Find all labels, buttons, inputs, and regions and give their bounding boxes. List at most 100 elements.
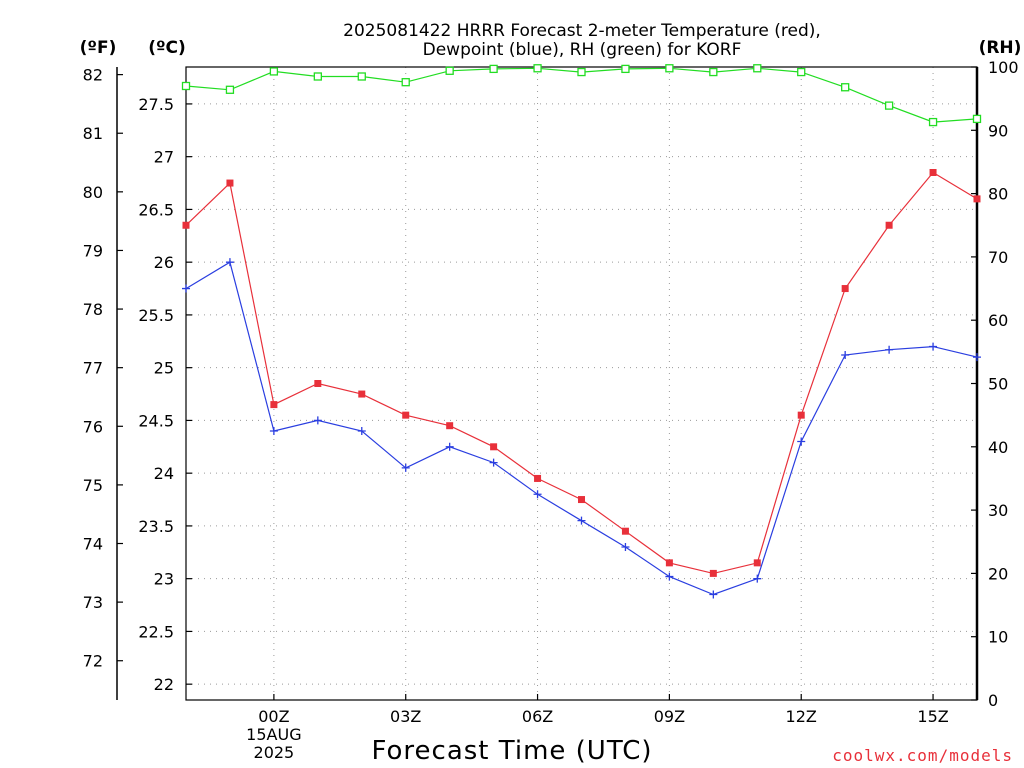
celsius-tick-label: 27 bbox=[154, 148, 174, 167]
temperature-point bbox=[665, 559, 673, 567]
rh-unit-label: (RH) bbox=[979, 38, 1022, 58]
temperature-point bbox=[797, 411, 805, 419]
temperature-point bbox=[534, 474, 542, 482]
rh-tick-label: 90 bbox=[988, 121, 1008, 140]
celsius-tick-label: 26 bbox=[154, 253, 174, 272]
temperature-point bbox=[973, 195, 981, 203]
dewpoint-point bbox=[269, 426, 278, 435]
temperature-point bbox=[226, 179, 234, 187]
fahrenheit-tick-label: 80 bbox=[83, 183, 103, 202]
plot-frame bbox=[185, 66, 978, 701]
rh-point bbox=[313, 72, 322, 81]
rh-point bbox=[577, 67, 586, 77]
rh-tick-label: 30 bbox=[988, 501, 1008, 520]
dewpoint-point bbox=[489, 458, 498, 467]
rh-tick-label: 20 bbox=[988, 564, 1008, 583]
dewpoint-point bbox=[313, 416, 322, 425]
dewpoint-point bbox=[885, 345, 894, 354]
rh-point bbox=[928, 117, 938, 127]
rh-point bbox=[225, 85, 235, 94]
temperature-point bbox=[578, 496, 585, 504]
rh-tick-label: 50 bbox=[988, 375, 1008, 394]
x-tick-label: 06Z bbox=[522, 707, 553, 726]
chart-text: 2025081422 HRRR Forecast 2-meter Tempera… bbox=[80, 21, 1022, 766]
dewpoint-point bbox=[973, 353, 981, 362]
temperature-point bbox=[885, 221, 893, 229]
dewpoint-point bbox=[225, 258, 234, 267]
rh-point bbox=[445, 66, 454, 75]
x-tick-label: 03Z bbox=[390, 707, 421, 726]
temperature-point bbox=[446, 422, 454, 430]
x-axis-label: Forecast Time (UTC) bbox=[371, 736, 652, 766]
rh-point bbox=[665, 64, 674, 73]
fahrenheit-tick-label: 76 bbox=[83, 417, 103, 436]
x-tick-label: 2025 bbox=[254, 743, 295, 762]
rh-point bbox=[709, 67, 718, 77]
fahrenheit-tick-label: 79 bbox=[83, 241, 103, 260]
rh-point bbox=[797, 67, 806, 77]
dewpoint-point bbox=[401, 463, 410, 472]
dewpoint-point bbox=[577, 516, 586, 525]
fahrenheit-tick-label: 77 bbox=[83, 359, 103, 378]
x-tick-label: 15Z bbox=[917, 707, 948, 726]
rh-tick-label: 60 bbox=[988, 311, 1008, 330]
rh-point bbox=[621, 64, 630, 74]
temperature-point bbox=[709, 569, 717, 577]
temperature-point bbox=[182, 221, 190, 229]
rh-tick-label: 0 bbox=[988, 691, 998, 710]
chart-title-line-1: 2025081422 HRRR Forecast 2-meter Tempera… bbox=[343, 21, 821, 41]
temperature-series-line bbox=[185, 171, 978, 575]
celsius-tick-label: 25.5 bbox=[138, 306, 174, 325]
dewpoint-point bbox=[445, 442, 454, 451]
celsius-tick-label: 23.5 bbox=[138, 517, 174, 536]
x-tick-label: 15AUG bbox=[246, 725, 301, 744]
temperature-point bbox=[753, 559, 761, 567]
celsius-tick-label: 26.5 bbox=[138, 200, 174, 219]
chart-title-line-2: Dewpoint (blue), RH (green) for KORF bbox=[423, 40, 742, 60]
axes: 72 73 74 75 76 77 78 79 80 81 82 22 22.5 23 23.5 24 24.5… bbox=[83, 58, 1019, 762]
dewpoint-point bbox=[621, 543, 630, 552]
rh-series-line bbox=[185, 67, 978, 123]
fahrenheit-tick-label: 78 bbox=[83, 300, 103, 319]
rh-point bbox=[841, 83, 850, 92]
fahrenheit-tick-label: 73 bbox=[83, 593, 103, 612]
temperature-point bbox=[621, 527, 629, 535]
x-tick-label: 12Z bbox=[786, 707, 817, 726]
dewpoint-series-line bbox=[185, 261, 978, 596]
dewpoint-point bbox=[182, 284, 190, 293]
dewpoint-point bbox=[709, 590, 718, 599]
fahrenheit-tick-label: 74 bbox=[83, 535, 103, 554]
celsius-tick-label: 24 bbox=[154, 464, 174, 483]
rh-point bbox=[533, 64, 542, 73]
rh-point bbox=[269, 67, 279, 76]
rh-tick-label: 10 bbox=[988, 628, 1008, 647]
temperature-point bbox=[314, 380, 322, 387]
celsius-tick-label: 22 bbox=[154, 675, 174, 694]
rh-point bbox=[181, 81, 191, 91]
celsius-unit-label: (ºC) bbox=[148, 38, 186, 58]
celsius-tick-label: 27.5 bbox=[138, 95, 174, 114]
temperature-point bbox=[841, 285, 849, 293]
temperature-point bbox=[270, 401, 278, 409]
rh-point bbox=[401, 78, 410, 87]
fahrenheit-unit-label: (ºF) bbox=[80, 38, 117, 58]
celsius-tick-label: 24.5 bbox=[138, 411, 174, 430]
dewpoint-point bbox=[357, 426, 366, 435]
fahrenheit-tick-label: 82 bbox=[83, 66, 103, 85]
series-lines bbox=[181, 64, 982, 599]
rh-point bbox=[489, 64, 498, 74]
celsius-tick-label: 25 bbox=[154, 359, 174, 378]
rh-tick-label: 40 bbox=[988, 438, 1008, 457]
rh-tick-label: 70 bbox=[988, 248, 1008, 267]
x-tick-label: 00Z bbox=[258, 707, 289, 726]
x-tick-label: 09Z bbox=[654, 707, 685, 726]
dewpoint-point bbox=[929, 342, 938, 351]
rh-point bbox=[753, 64, 762, 73]
dewpoint-point bbox=[841, 351, 850, 360]
dewpoint-point bbox=[665, 572, 674, 581]
rh-tick-label: 80 bbox=[988, 185, 1008, 204]
temperature-point bbox=[929, 169, 937, 176]
celsius-tick-label: 23 bbox=[154, 570, 174, 589]
rh-point bbox=[357, 72, 366, 81]
fahrenheit-tick-label: 75 bbox=[83, 476, 103, 495]
